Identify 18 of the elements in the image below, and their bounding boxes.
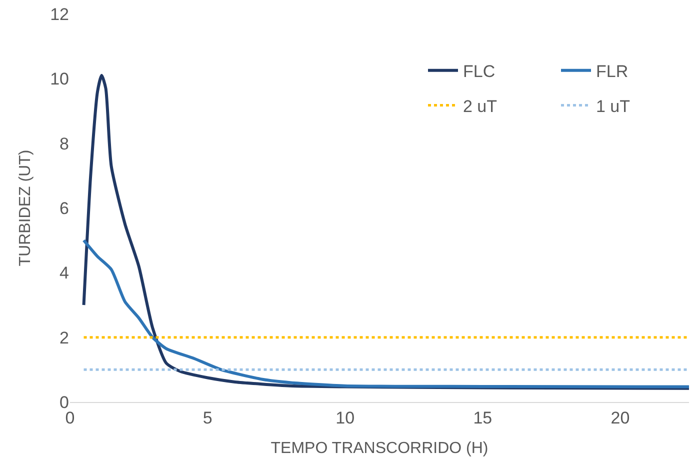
legend-label: FLC <box>463 62 496 81</box>
x-tick-label: 20 <box>610 408 630 428</box>
y-tick-label: 4 <box>60 264 69 283</box>
line-series <box>82 238 689 388</box>
x-tick-label: 5 <box>202 408 212 428</box>
y-tick-label: 8 <box>60 134 69 154</box>
legend-label: 1 uT <box>596 96 630 116</box>
y-axis-title: TURBIDEZ (UT) <box>16 150 34 266</box>
legend-label: FLR <box>596 62 628 81</box>
y-tick-label: 10 <box>50 70 69 89</box>
legend-label: 2 uT <box>463 96 498 116</box>
x-axis-title: TEMPO TRANSCORRIDO (H) <box>270 440 488 458</box>
y-tick-label: 12 <box>50 4 69 24</box>
x-tick-label: 10 <box>336 408 355 428</box>
x-tick-label: 15 <box>473 408 492 428</box>
y-tick-label: 0 <box>60 392 69 412</box>
y-tick-label: 6 <box>60 198 69 218</box>
y-tick-label: 2 <box>60 328 69 348</box>
